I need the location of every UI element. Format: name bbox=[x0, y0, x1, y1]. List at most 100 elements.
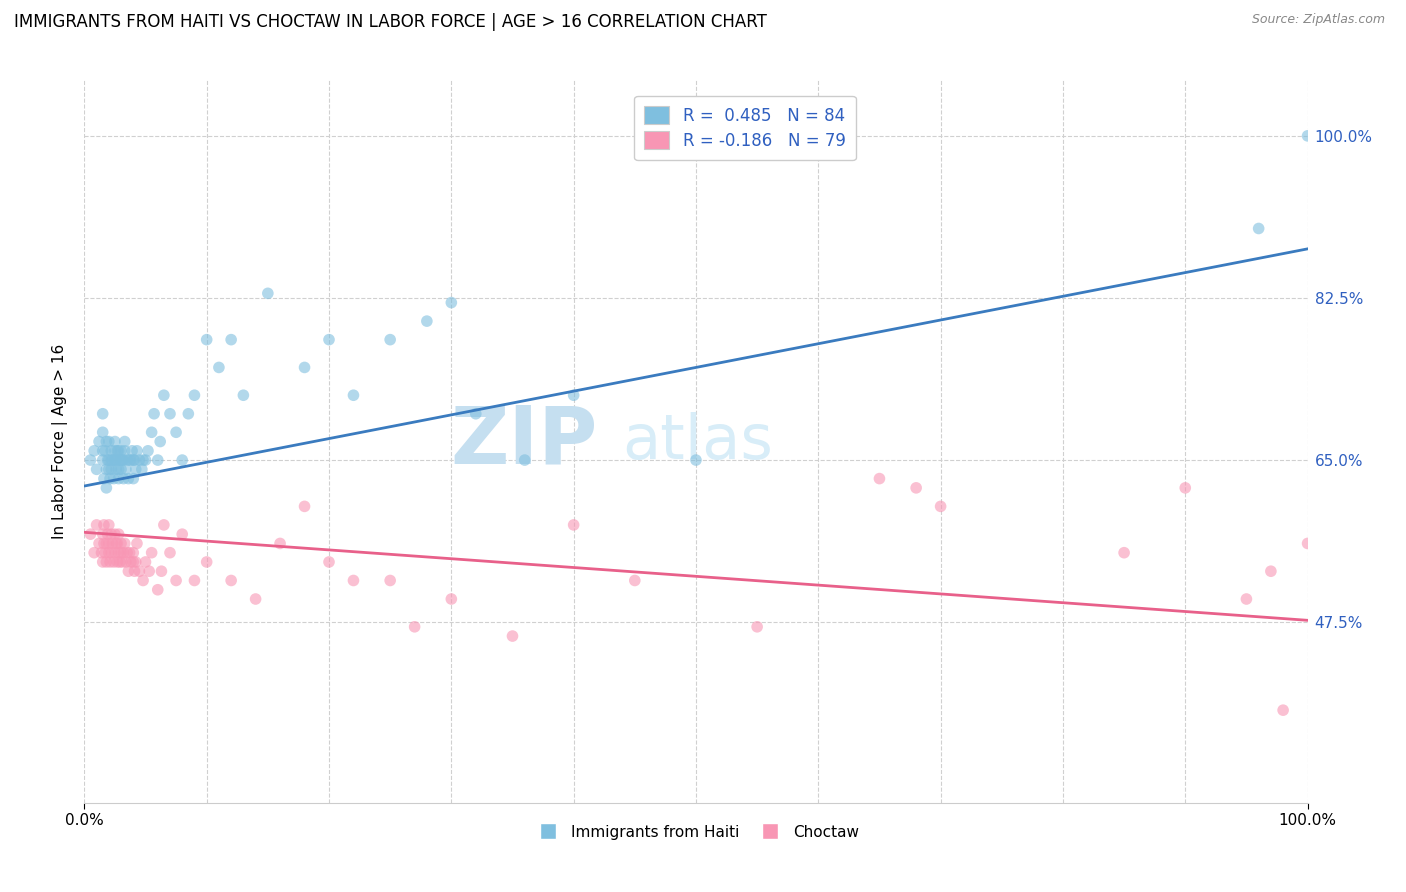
Point bbox=[219, 574, 242, 588]
Point bbox=[104, 434, 127, 449]
Point bbox=[1236, 592, 1258, 607]
Point bbox=[91, 407, 114, 421]
Point bbox=[1296, 536, 1319, 550]
Point bbox=[107, 462, 129, 476]
Point bbox=[141, 546, 163, 560]
Point bbox=[83, 443, 105, 458]
Point bbox=[135, 453, 157, 467]
Point bbox=[96, 536, 118, 550]
Point bbox=[104, 546, 127, 560]
Point bbox=[146, 582, 169, 597]
Legend: Immigrants from Haiti, Choctaw: Immigrants from Haiti, Choctaw bbox=[527, 819, 865, 846]
Point bbox=[97, 517, 120, 532]
Point bbox=[416, 314, 439, 328]
Point bbox=[104, 527, 127, 541]
Point bbox=[502, 629, 524, 643]
Point bbox=[91, 527, 114, 541]
Point bbox=[91, 453, 114, 467]
Point bbox=[96, 462, 118, 476]
Point bbox=[118, 546, 141, 560]
Point bbox=[342, 388, 364, 402]
Point bbox=[294, 360, 316, 375]
Point bbox=[107, 472, 129, 486]
Point bbox=[107, 527, 129, 541]
Point bbox=[100, 546, 122, 560]
Point bbox=[96, 434, 118, 449]
Point bbox=[153, 517, 176, 532]
Point bbox=[112, 453, 135, 467]
Point bbox=[183, 388, 205, 402]
Point bbox=[150, 564, 173, 578]
Y-axis label: In Labor Force | Age > 16: In Labor Force | Age > 16 bbox=[52, 344, 69, 539]
Point bbox=[79, 453, 101, 467]
Point bbox=[464, 407, 486, 421]
Point bbox=[172, 453, 194, 467]
Point bbox=[100, 453, 122, 467]
Point bbox=[136, 443, 159, 458]
Point bbox=[929, 500, 952, 514]
Point bbox=[110, 462, 132, 476]
Point bbox=[110, 546, 132, 560]
Point bbox=[114, 536, 136, 550]
Point bbox=[513, 453, 536, 467]
Point bbox=[108, 555, 131, 569]
Point bbox=[98, 472, 121, 486]
Point bbox=[165, 574, 187, 588]
Point bbox=[97, 434, 120, 449]
Point bbox=[1272, 703, 1295, 717]
Point bbox=[87, 434, 110, 449]
Point bbox=[120, 555, 142, 569]
Point bbox=[93, 517, 115, 532]
Point bbox=[103, 472, 125, 486]
Point bbox=[905, 481, 928, 495]
Point bbox=[114, 443, 136, 458]
Point bbox=[97, 536, 120, 550]
Point bbox=[98, 555, 121, 569]
Point bbox=[131, 462, 153, 476]
Point bbox=[79, 527, 101, 541]
Point bbox=[115, 462, 138, 476]
Point bbox=[624, 574, 647, 588]
Point bbox=[105, 462, 128, 476]
Point bbox=[97, 546, 120, 560]
Point bbox=[87, 536, 110, 550]
Point bbox=[125, 462, 148, 476]
Point bbox=[219, 333, 242, 347]
Point bbox=[101, 536, 124, 550]
Point bbox=[143, 407, 166, 421]
Point bbox=[141, 425, 163, 440]
Point bbox=[1174, 481, 1197, 495]
Point bbox=[110, 453, 132, 467]
Point bbox=[165, 425, 187, 440]
Point bbox=[232, 388, 254, 402]
Point bbox=[114, 434, 136, 449]
Point bbox=[101, 453, 124, 467]
Point bbox=[124, 564, 146, 578]
Point bbox=[1296, 128, 1319, 143]
Point bbox=[118, 453, 141, 467]
Point bbox=[96, 555, 118, 569]
Point bbox=[122, 472, 145, 486]
Point bbox=[380, 333, 402, 347]
Point bbox=[146, 453, 169, 467]
Point bbox=[869, 472, 891, 486]
Point bbox=[128, 453, 150, 467]
Point bbox=[112, 546, 135, 560]
Point bbox=[177, 407, 200, 421]
Point bbox=[103, 555, 125, 569]
Point bbox=[125, 443, 148, 458]
Point bbox=[115, 546, 138, 560]
Text: IMMIGRANTS FROM HAITI VS CHOCTAW IN LABOR FORCE | AGE > 16 CORRELATION CHART: IMMIGRANTS FROM HAITI VS CHOCTAW IN LABO… bbox=[14, 13, 766, 31]
Point bbox=[105, 453, 128, 467]
Point bbox=[124, 453, 146, 467]
Point bbox=[91, 555, 114, 569]
Point bbox=[111, 555, 134, 569]
Point bbox=[159, 546, 181, 560]
Point bbox=[562, 517, 585, 532]
Point bbox=[122, 546, 145, 560]
Point bbox=[110, 536, 132, 550]
Point bbox=[195, 333, 218, 347]
Text: ZIP: ZIP bbox=[451, 402, 598, 481]
Point bbox=[96, 481, 118, 495]
Point bbox=[404, 620, 426, 634]
